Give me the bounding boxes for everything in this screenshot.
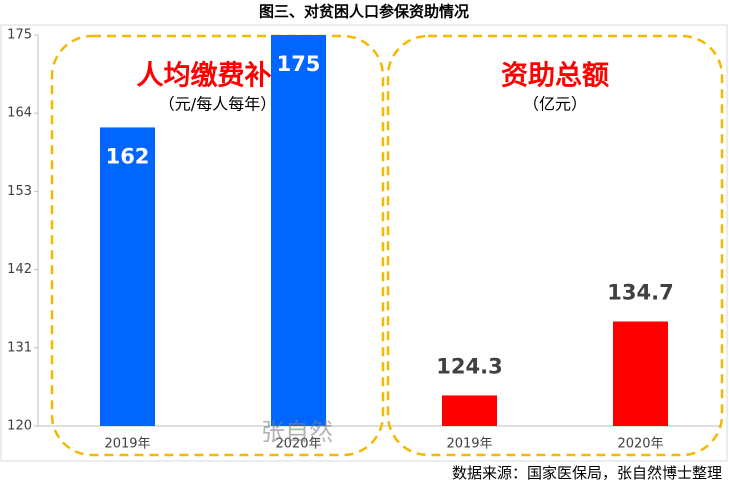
panel-title: 资助总额 bbox=[501, 61, 609, 92]
data-label: 175 bbox=[277, 52, 321, 76]
y-tick-label: 142 bbox=[7, 262, 32, 277]
panel-box bbox=[386, 34, 724, 457]
panel-subtitle: （元/每人每年） bbox=[159, 95, 276, 114]
bar bbox=[271, 35, 326, 426]
x-tick-label: 2020年 bbox=[617, 437, 663, 452]
y-tick-label: 164 bbox=[7, 106, 32, 121]
source-note: 数据来源：国家医保局，张自然博士整理 bbox=[452, 464, 722, 482]
data-label: 162 bbox=[106, 144, 150, 168]
bar bbox=[613, 321, 668, 426]
panel-subtitle: （亿元） bbox=[523, 95, 587, 114]
y-tick-label: 131 bbox=[7, 340, 32, 355]
y-tick-label: 120 bbox=[7, 419, 32, 434]
chart-frame bbox=[0, 24, 728, 462]
y-tick-label: 153 bbox=[7, 184, 32, 199]
x-tick-label: 2019年 bbox=[446, 437, 492, 452]
data-label: 134.7 bbox=[607, 280, 673, 304]
bar bbox=[442, 395, 497, 426]
y-tick-label: 175 bbox=[7, 28, 32, 43]
x-tick-label: 2020年 bbox=[275, 437, 321, 452]
panel-box bbox=[50, 34, 385, 457]
x-tick-label: 2019年 bbox=[104, 437, 150, 452]
watermark: 张自然 bbox=[261, 418, 333, 446]
data-label: 124.3 bbox=[436, 354, 502, 378]
bar bbox=[100, 127, 155, 426]
chart-title: 图三、对贫困人口参保资助情况 bbox=[259, 3, 469, 21]
